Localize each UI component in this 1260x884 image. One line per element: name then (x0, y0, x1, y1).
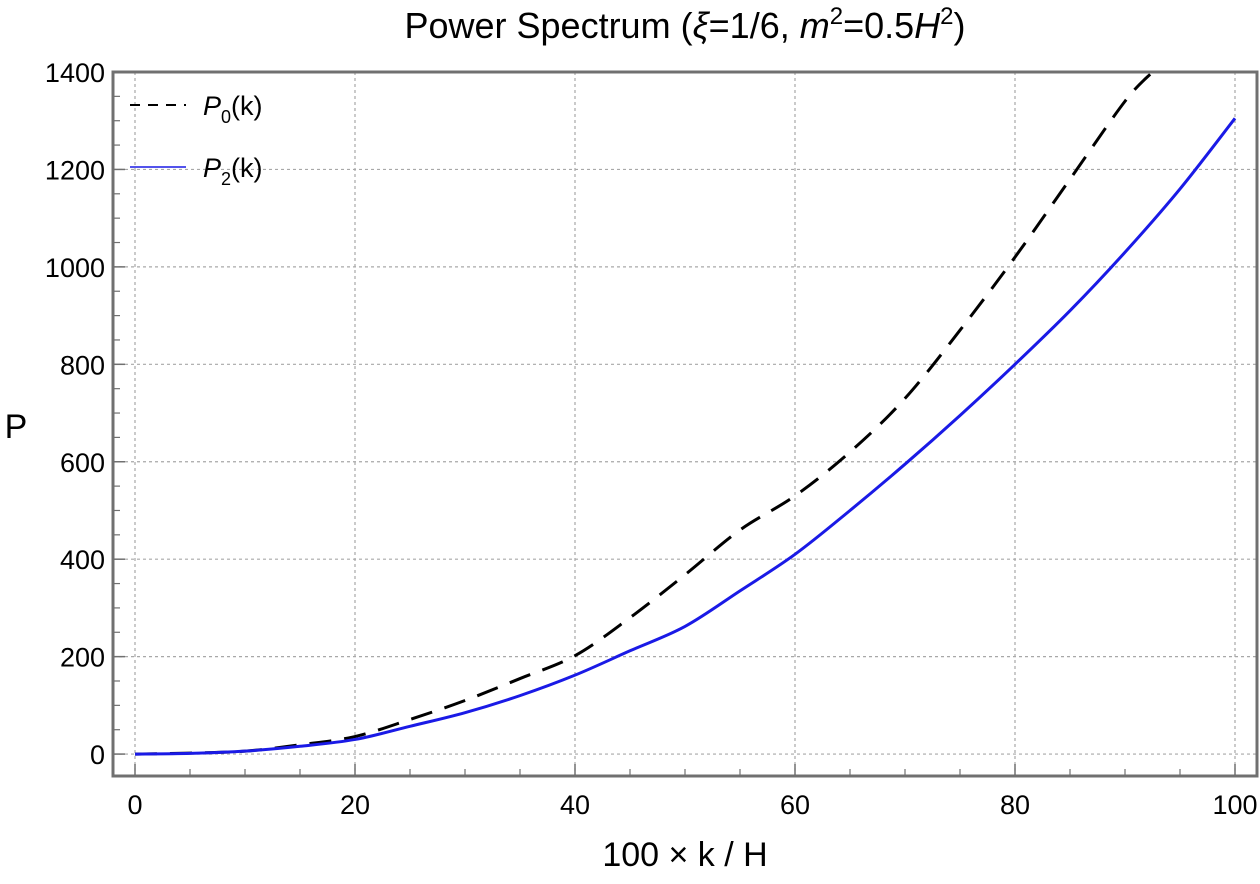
title-h-symbol: H (914, 5, 941, 46)
gridlines (113, 71, 1257, 776)
tick-marks (113, 71, 1236, 776)
x-tick-label: 100 (1212, 790, 1257, 820)
y-tick-label: 0 (90, 740, 105, 770)
series-line-0 (134, 72, 1154, 756)
x-tick-label: 0 (127, 790, 142, 820)
y-tick-label: 1200 (45, 155, 105, 185)
title-m-exponent: 2 (830, 3, 843, 30)
y-tick-labels: 0 200 400 600 800 1000 1200 1400 (45, 58, 105, 770)
series-layer (134, 72, 1237, 756)
x-axis-label: 100 × k / H (602, 836, 767, 874)
y-axis-label: P (5, 408, 28, 446)
y-tick-label: 800 (60, 350, 105, 380)
title-h-exponent: 2 (940, 3, 953, 30)
title-m-value: =0.5 (843, 5, 914, 46)
series-line-1 (134, 117, 1237, 756)
y-tick-label: 200 (60, 643, 105, 673)
x-tick-label: 80 (1000, 790, 1030, 820)
title-m-symbol: m (800, 5, 830, 46)
legend: P0(k)P2(k) (130, 91, 263, 189)
x-tick-label: 40 (560, 790, 590, 820)
x-tick-label: 60 (780, 790, 810, 820)
title-xi-value: =1/6, (709, 5, 800, 46)
y-tick-label: 1400 (45, 58, 105, 88)
legend-suffix: (k) (231, 153, 262, 183)
x-tick-label: 20 (340, 790, 370, 820)
y-tick-label: 1000 (45, 253, 105, 283)
y-tick-label: 400 (60, 545, 105, 575)
legend-suffix: (k) (231, 91, 262, 121)
plot-frame (111, 70, 1259, 778)
chart-title: Power Spectrum (ξ=1/6, m2=0.5H2) (404, 3, 965, 46)
legend-subscript: 2 (221, 169, 231, 189)
legend-symbol: P (203, 153, 221, 183)
legend-label-0: P0(k) (203, 91, 263, 127)
legend-symbol: P (203, 91, 221, 121)
title-suffix: ) (954, 5, 966, 46)
title-prefix: Power Spectrum ( (404, 5, 692, 46)
legend-subscript: 0 (221, 107, 231, 127)
y-tick-label: 600 (60, 448, 105, 478)
title-xi-symbol: ξ (693, 5, 711, 46)
x-tick-labels: 0 20 40 60 80 100 (127, 790, 1257, 820)
legend-label-1: P2(k) (203, 153, 263, 189)
